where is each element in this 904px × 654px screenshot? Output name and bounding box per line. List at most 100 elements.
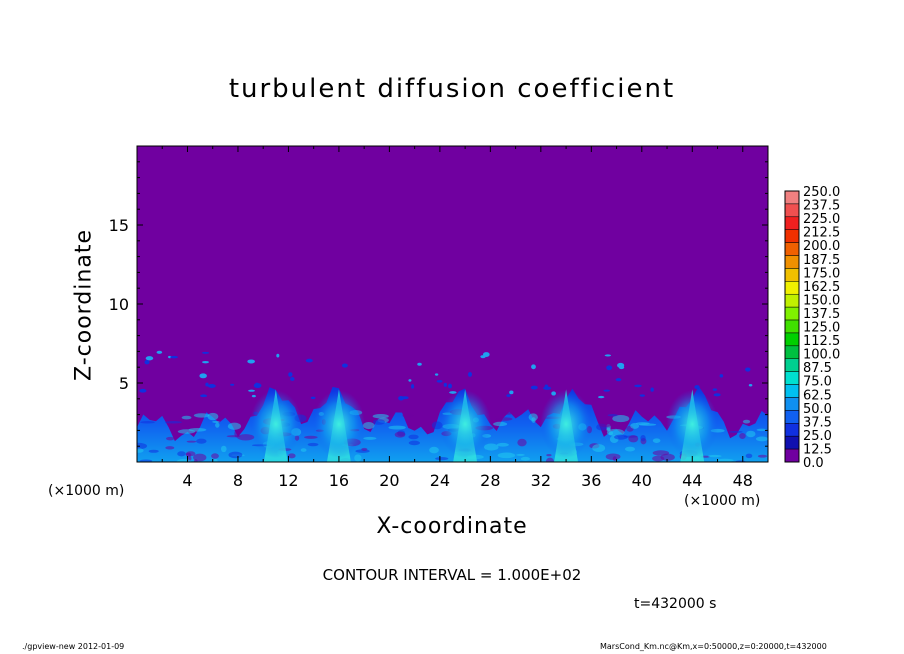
eddy [361,447,368,451]
eddy-blob [712,388,718,391]
chart-title: turbulent diffusion coefficient [228,74,676,104]
colorbar-label: 162.5 [803,280,840,295]
eddy-blob [604,354,612,357]
eddy [728,430,743,433]
eddy [372,419,385,425]
eddy [137,448,144,453]
colorbar-label: 150.0 [803,293,840,308]
eddy [372,413,389,419]
eddy-blob [199,373,207,379]
eddy [211,453,219,459]
colorbar-label: 187.5 [803,253,840,268]
eddy-blob [139,388,147,393]
eddy [212,420,220,423]
colorbar-label: 75.0 [803,375,832,390]
colorbar-cell [784,448,800,463]
eddy-blob [201,351,210,354]
eddy-blob [434,373,439,376]
eddy-blob [310,396,316,400]
eddy-blob [207,384,216,388]
colorbar-label: 175.0 [803,266,840,281]
eddy [402,413,414,418]
colorbar-cell [784,242,800,256]
eddy [196,438,207,444]
eddy [745,453,753,459]
eddy [756,428,767,432]
colorbar-cell [784,229,800,243]
eddy-blob [506,394,511,397]
eddy [408,440,421,446]
eddy-blob [748,384,753,387]
eddy-blob [713,393,721,397]
eddy-blob [618,365,625,370]
eddy [186,440,197,443]
eddy [435,457,449,461]
eddy [354,454,362,462]
eddy-blob [342,363,348,368]
eddy-blob [603,389,610,392]
colorbar-cell [784,423,800,437]
eddy-blob [449,391,457,394]
footer-left: ./gpview-new 2012-01-09 [22,642,125,651]
heatmap-field [137,350,768,462]
colorbar-cell [784,319,800,334]
plume-glow [540,390,593,459]
colorbar-label: 50.0 [803,402,832,417]
eddy-blob [436,380,443,383]
colorbar-cell [784,293,800,308]
colorbar-label: 12.5 [803,442,832,457]
eddy [227,422,242,430]
eddy-blob [247,359,255,364]
eddy-blob [650,387,654,392]
eddy [137,442,148,450]
colorbar-cell [784,332,800,347]
eddy [213,458,218,462]
colorbar-cell [784,435,800,450]
eddy [517,438,527,447]
eddy [207,412,219,421]
colorbar-cell [784,410,800,424]
colorbar-cell [784,397,800,411]
y-tick-label: 10 [109,295,129,314]
plume-glow [312,390,365,459]
eddy [166,436,175,441]
eddy-blob [202,360,209,364]
x-tick-label: 16 [329,471,349,490]
eddy [497,452,516,459]
eddy [516,453,525,456]
eddy-blob [251,394,256,398]
colorbar-cell [784,281,800,295]
eddy [614,434,628,440]
eddy [628,435,639,443]
x-tick-label: 20 [379,471,399,490]
x-unit-right: (×1000 m) [684,493,761,509]
x-unit-left: (×1000 m) [48,483,125,499]
eddy [300,448,307,452]
eddy [531,417,536,423]
eddy [394,431,406,438]
colorbar-label: 62.5 [803,388,832,403]
eddy [165,420,182,424]
eddy [652,455,665,462]
y-tick-label: 5 [119,374,129,393]
eddy [496,442,509,447]
colorbar-label: 100.0 [803,348,840,363]
eddy-blob [248,389,255,392]
eddy [193,453,207,462]
eddy [148,449,159,453]
eddy [181,415,192,420]
colorbar-cell [784,255,800,269]
eddy [716,458,734,462]
eddy-blob [448,383,452,389]
eddy [177,451,186,457]
eddy-blob [408,379,412,382]
eddy [630,422,640,429]
eddy [652,438,661,443]
eddy-blob [205,382,209,387]
x-tick-label: 24 [430,471,450,490]
eddy-blob [411,384,415,389]
eddy [757,454,768,458]
plume-glow [439,390,492,459]
eddy-blob [467,372,472,377]
